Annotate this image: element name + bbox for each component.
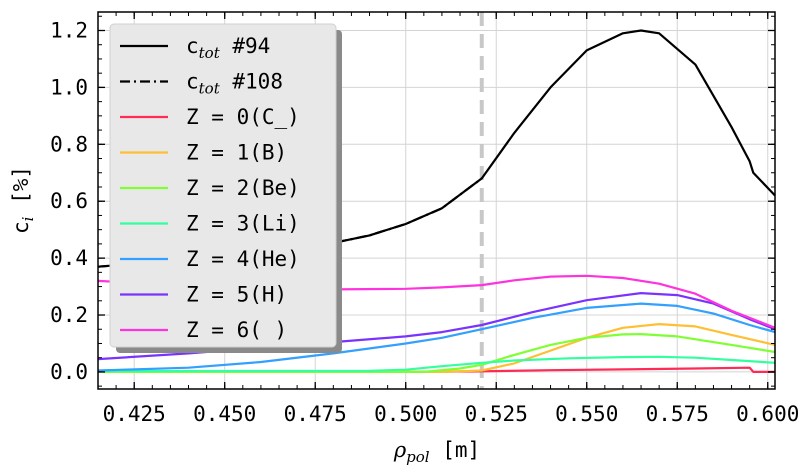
y-tick-label: 0.8 xyxy=(50,132,88,156)
legend-box xyxy=(109,23,337,348)
y-tick-label: 1.0 xyxy=(50,75,88,99)
legend-label: ctot #108 xyxy=(186,70,283,98)
x-tick-label: 0.450 xyxy=(193,402,256,426)
x-tick-label: 0.475 xyxy=(284,402,347,426)
legend-label: Z = 5(H) xyxy=(186,283,287,307)
legend-label: Z = 4(He) xyxy=(186,247,300,271)
legend: ctot #94 ctot #108 Z = 0(C_) Z = 1(B) Z =… xyxy=(109,23,342,353)
plot-frame xyxy=(97,11,776,390)
x-tick-label: 0.425 xyxy=(103,402,166,426)
x-tick-labels: 0.425 0.450 0.475 0.500 0.525 0.550 0.575 0.600 xyxy=(103,402,800,426)
legend-label: Z = 6( ) xyxy=(186,318,287,342)
legend-label: Z = 0(C_) xyxy=(186,105,300,129)
x-axis-label: ρpol [m] xyxy=(393,438,480,466)
legend-label: ctot #94 xyxy=(186,34,270,62)
x-tick-label: 0.575 xyxy=(646,402,709,426)
legend-label: Z = 3(Li) xyxy=(186,212,300,236)
x-tick-label: 0.600 xyxy=(736,402,799,426)
y-tick-label: 0.2 xyxy=(50,303,88,327)
series-line xyxy=(98,333,776,373)
ticks xyxy=(97,12,775,389)
y-tick-labels: 0.0 0.2 0.4 0.6 0.8 1.0 1.2 xyxy=(50,18,88,383)
y-tick-label: 0.0 xyxy=(50,360,88,384)
y-tick-label: 0.4 xyxy=(50,246,88,270)
x-tick-label: 0.525 xyxy=(465,402,528,426)
legend-label: Z = 2(Be) xyxy=(186,176,300,200)
series-line xyxy=(97,355,776,373)
y-axis-label: ci [%] xyxy=(9,166,37,234)
legend-label: Z = 1(B) xyxy=(186,141,287,165)
y-tick-label: 0.6 xyxy=(50,189,88,213)
x-tick-label: 0.550 xyxy=(555,402,618,426)
legend-entries: ctot #94 ctot #108 Z = 0(C_) Z = 1(B) Z =… xyxy=(120,34,300,342)
x-tick-label: 0.500 xyxy=(374,402,437,426)
series-line xyxy=(97,302,776,372)
y-tick-label: 1.2 xyxy=(50,18,88,42)
